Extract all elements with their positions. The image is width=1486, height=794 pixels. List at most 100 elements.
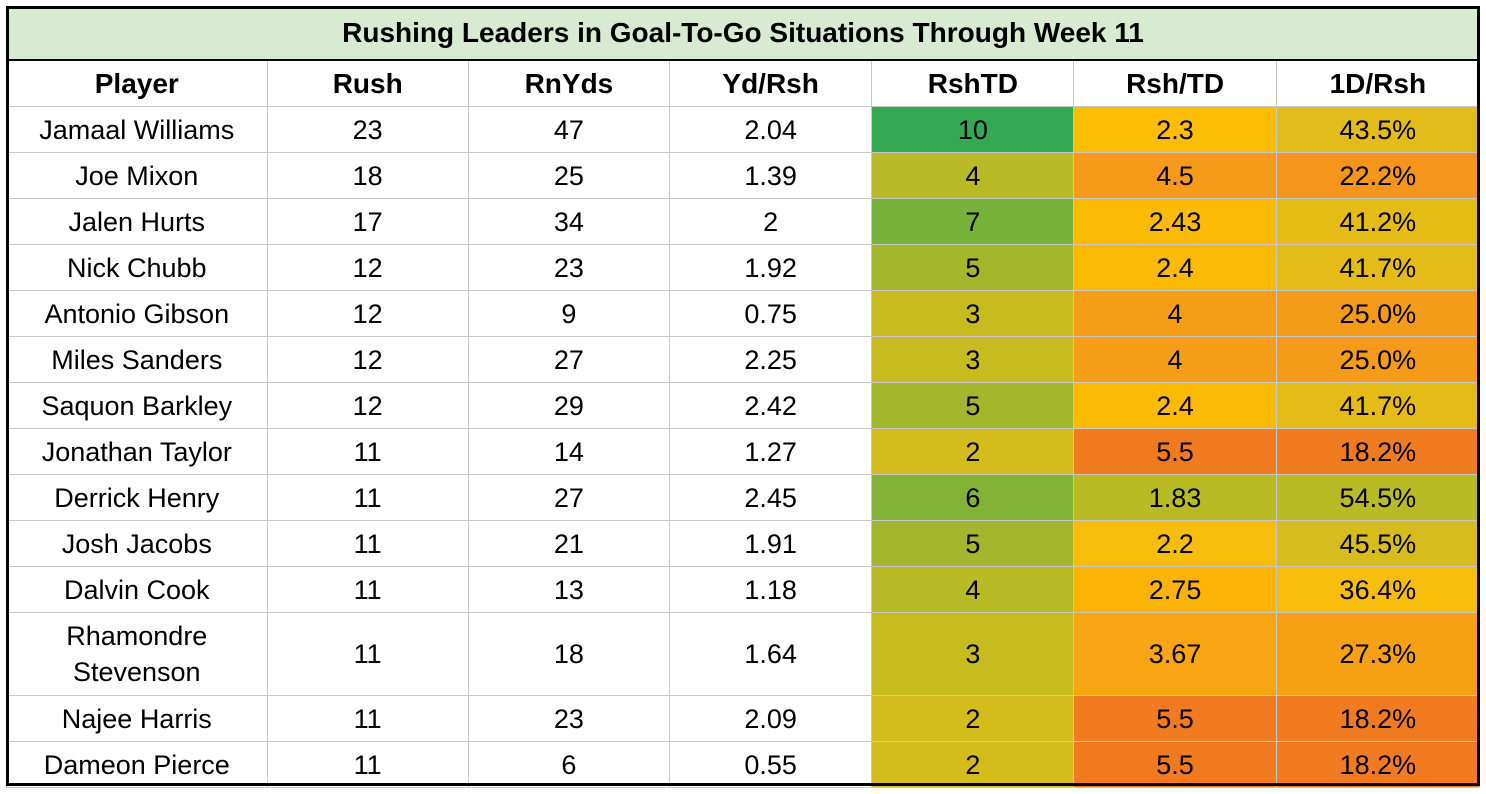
cell-rsh-td: 4.5: [1073, 152, 1277, 199]
cell-rshtd: 2: [871, 741, 1075, 788]
cell-rnyds: 13: [467, 566, 671, 613]
cell-1d-rsh: 41.7%: [1275, 382, 1481, 429]
table-row: Antonio Gibson 12 9 0.75 3 4 25.0%: [6, 290, 1481, 337]
cell-player: Jamaal Williams: [6, 106, 268, 153]
table-row: Joe Mixon 18 25 1.39 4 4.5 22.2%: [6, 152, 1481, 199]
cell-rnyds: 14: [467, 428, 671, 475]
cell-yd-rsh: 1.39: [669, 152, 873, 199]
cell-rnyds: 47: [467, 106, 671, 153]
cell-rsh-td: 4: [1073, 336, 1277, 383]
table-border: [6, 6, 1480, 786]
cell-1d-rsh: 22.2%: [1275, 152, 1481, 199]
cell-rush: 12: [266, 382, 469, 429]
cell-player: Rhamondre Stevenson: [6, 612, 268, 696]
cell-rnyds: 27: [467, 474, 671, 521]
cell-1d-rsh: 43.5%: [1275, 106, 1481, 153]
cell-rush: 11: [266, 612, 469, 696]
table-row: Miles Sanders 12 27 2.25 3 4 25.0%: [6, 336, 1481, 383]
cell-rsh-td: 2.4: [1073, 382, 1277, 429]
table-title: Rushing Leaders in Goal-To-Go Situations…: [6, 6, 1480, 61]
cell-player: Jonathan Taylor: [6, 428, 268, 475]
table-row: Najee Harris 11 23 2.09 2 5.5 18.2%: [6, 695, 1481, 742]
cell-rush: 23: [266, 106, 469, 153]
table-row: Derrick Henry 11 27 2.45 6 1.83 54.5%: [6, 474, 1481, 521]
cell-yd-rsh: 1.64: [669, 612, 873, 696]
cell-rush: 11: [266, 695, 469, 742]
table-row: Jonathan Taylor 11 14 1.27 2 5.5 18.2%: [6, 428, 1481, 475]
cell-rshtd: 5: [871, 520, 1075, 567]
table-row: Dalvin Cook 11 13 1.18 4 2.75 36.4%: [6, 566, 1481, 613]
column-header-1d-rsh: 1D/Rsh: [1275, 59, 1481, 107]
cell-rsh-td: 3.67: [1073, 612, 1277, 696]
cell-rsh-td: 2.75: [1073, 566, 1277, 613]
cell-rsh-td: 1.83: [1073, 474, 1277, 521]
cell-1d-rsh: 25.0%: [1275, 290, 1481, 337]
cell-player: Najee Harris: [6, 695, 268, 742]
cell-rush: 11: [266, 428, 469, 475]
cell-yd-rsh: 2.42: [669, 382, 873, 429]
cell-player: Dalvin Cook: [6, 566, 268, 613]
cell-yd-rsh: 2: [669, 198, 873, 245]
table-row: Nick Chubb 12 23 1.92 5 2.4 41.7%: [6, 244, 1481, 291]
cell-1d-rsh: 36.4%: [1275, 566, 1481, 613]
column-header-rsh-td: Rsh/TD: [1073, 59, 1277, 107]
cell-rush: 11: [266, 741, 469, 788]
column-header-rnyds: RnYds: [467, 59, 671, 107]
cell-rush: 11: [266, 474, 469, 521]
cell-rshtd: 7: [871, 198, 1075, 245]
table-row: Rhamondre Stevenson 11 18 1.64 3 3.67 27.3%: [6, 612, 1481, 696]
cell-1d-rsh: 18.2%: [1275, 741, 1481, 788]
cell-rshtd: 6: [871, 474, 1075, 521]
cell-rshtd: 3: [871, 612, 1075, 696]
cell-rnyds: 6: [467, 741, 671, 788]
cell-1d-rsh: 41.7%: [1275, 244, 1481, 291]
cell-rshtd: 5: [871, 244, 1075, 291]
rushing-leaders-table: Rushing Leaders in Goal-To-Go Situations…: [6, 6, 1481, 788]
cell-rush: 12: [266, 290, 469, 337]
cell-rnyds: 23: [467, 244, 671, 291]
cell-yd-rsh: 2.04: [669, 106, 873, 153]
cell-rush: 12: [266, 336, 469, 383]
cell-1d-rsh: 41.2%: [1275, 198, 1481, 245]
cell-yd-rsh: 1.18: [669, 566, 873, 613]
cell-yd-rsh: 0.75: [669, 290, 873, 337]
table-row: Saquon Barkley 12 29 2.42 5 2.4 41.7%: [6, 382, 1481, 429]
table-row: Dameon Pierce 11 6 0.55 2 5.5 18.2%: [6, 741, 1481, 788]
cell-rshtd: 3: [871, 290, 1075, 337]
cell-1d-rsh: 45.5%: [1275, 520, 1481, 567]
column-header-rush: Rush: [266, 59, 469, 107]
cell-rshtd: 2: [871, 695, 1075, 742]
cell-1d-rsh: 18.2%: [1275, 428, 1481, 475]
cell-rshtd: 4: [871, 152, 1075, 199]
cell-rshtd: 2: [871, 428, 1075, 475]
cell-rsh-td: 5.5: [1073, 695, 1277, 742]
table-body: Jamaal Williams 23 47 2.04 10 2.3 43.5% Joe Mix…: [6, 106, 1481, 788]
cell-rshtd: 4: [871, 566, 1075, 613]
cell-rsh-td: 5.5: [1073, 428, 1277, 475]
cell-rsh-td: 2.2: [1073, 520, 1277, 567]
cell-rush: 17: [266, 198, 469, 245]
cell-1d-rsh: 54.5%: [1275, 474, 1481, 521]
cell-rsh-td: 4: [1073, 290, 1277, 337]
cell-rnyds: 21: [467, 520, 671, 567]
cell-1d-rsh: 18.2%: [1275, 695, 1481, 742]
column-header-yd-rsh: Yd/Rsh: [669, 59, 873, 107]
cell-1d-rsh: 27.3%: [1275, 612, 1481, 696]
cell-yd-rsh: 2.25: [669, 336, 873, 383]
cell-yd-rsh: 2.45: [669, 474, 873, 521]
cell-rsh-td: 2.43: [1073, 198, 1277, 245]
cell-player: Antonio Gibson: [6, 290, 268, 337]
cell-player: Saquon Barkley: [6, 382, 268, 429]
cell-rsh-td: 2.3: [1073, 106, 1277, 153]
cell-yd-rsh: 2.09: [669, 695, 873, 742]
cell-rsh-td: 5.5: [1073, 741, 1277, 788]
column-header-rshtd: RshTD: [871, 59, 1075, 107]
table-row: Jalen Hurts 17 34 2 7 2.43 41.2%: [6, 198, 1481, 245]
cell-rnyds: 25: [467, 152, 671, 199]
cell-player: Jalen Hurts: [6, 198, 268, 245]
cell-rnyds: 34: [467, 198, 671, 245]
cell-player: Derrick Henry: [6, 474, 268, 521]
cell-player: Nick Chubb: [6, 244, 268, 291]
cell-player: Dameon Pierce: [6, 741, 268, 788]
cell-yd-rsh: 0.55: [669, 741, 873, 788]
